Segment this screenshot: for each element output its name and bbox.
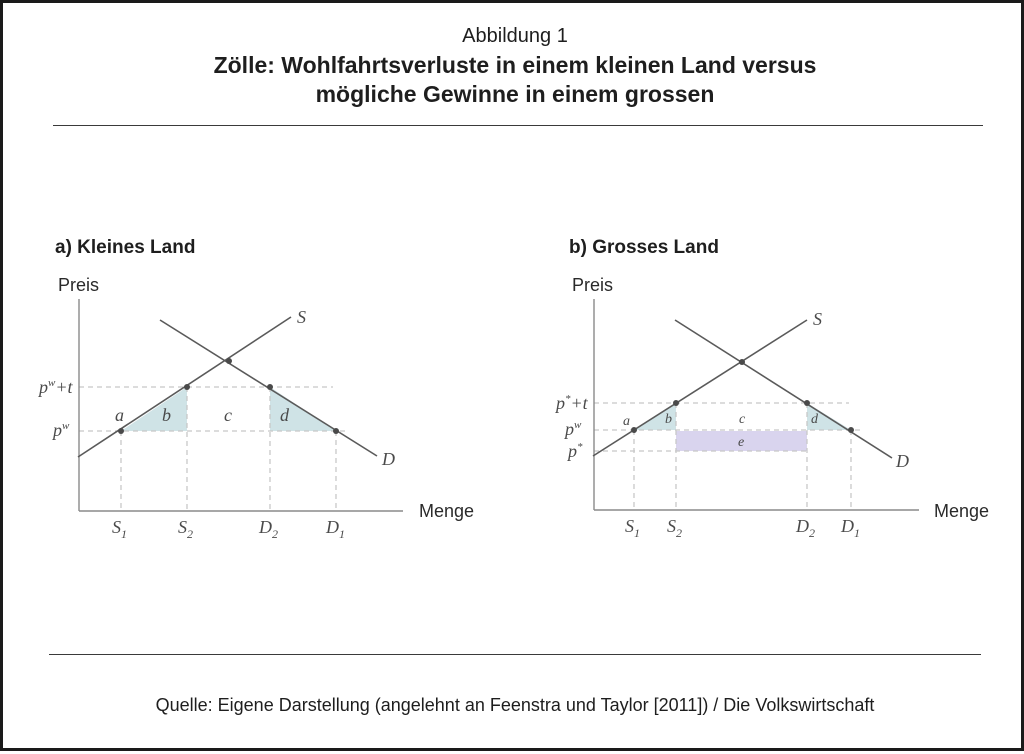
panel-b-area-label-c: c (739, 412, 746, 427)
panel-b-supply-label: S (813, 309, 822, 329)
panel-b-point-equilibrium (739, 359, 745, 365)
tariff-diagrams: a) Kleines Land Preis Menge S D (37, 237, 989, 541)
panel-b-area-e (676, 431, 807, 451)
panel-b-area-label-b: b (665, 412, 672, 427)
panel-b-point-s2 (673, 400, 679, 406)
top-divider (53, 125, 983, 126)
panel-b-quantity-label-d2: D2 (795, 516, 815, 540)
panel-b-area-label-d: d (811, 412, 819, 427)
panel-b-area-label-e: e (738, 435, 744, 450)
panel-large-country: b) Grosses Land Preis Menge (554, 237, 989, 540)
panel-a-demand-label: D (381, 449, 395, 469)
panel-a-quantity-label-s2: S2 (178, 517, 193, 541)
figure-title-line-1: Zölle: Wohlfahrtsverluste in einem klein… (213, 52, 817, 78)
panel-b-title: b) Grosses Land (569, 237, 719, 258)
panel-a-quantity-label-s1: S1 (112, 517, 127, 541)
panel-a-x-axis-name: Menge (419, 501, 474, 521)
figure-title: Zölle: Wohlfahrtsverluste in einem klein… (3, 51, 1024, 109)
panel-b-demand-curve (674, 319, 893, 459)
panel-a-point-equilibrium (226, 358, 232, 364)
panel-a-point-d1 (333, 428, 339, 434)
panel-b-point-d2 (804, 400, 810, 406)
panel-b-point-s1 (631, 427, 637, 433)
panel-a-quantity-label-d2: D2 (258, 517, 278, 541)
panel-b-price-label-tariff: p*+t (554, 393, 589, 413)
panel-b-y-axis-name: Preis (572, 275, 613, 295)
figure-label: Abbildung 1 (462, 25, 568, 47)
panel-b-x-axis-name: Menge (934, 501, 989, 521)
panel-a-point-s1 (118, 428, 124, 434)
panel-b-price-label-foreign: p* (566, 441, 583, 461)
panel-a-area-label-a: a (115, 405, 124, 425)
panel-b-point-d1 (848, 427, 854, 433)
panel-a-area-label-c: c (224, 405, 232, 425)
source-note: Quelle: Eigene Darstellung (angelehnt an… (155, 695, 875, 715)
panel-b-area-label-a: a (623, 414, 630, 429)
panel-a-area-label-d: d (280, 405, 290, 425)
panel-a-area-b (121, 387, 187, 431)
panel-a-point-s2 (184, 384, 190, 390)
panel-b-quantity-label-s2: S2 (667, 516, 682, 540)
figure-title-line-2: mögliche Gewinne in einem grossen (315, 81, 715, 107)
panel-a-supply-label: S (297, 307, 306, 327)
panel-a-area-label-b: b (162, 405, 171, 425)
panel-a-point-d2 (267, 384, 273, 390)
panel-a-price-label-tariff: pw+t (37, 377, 73, 397)
panel-a-y-axis-name: Preis (58, 275, 99, 295)
panel-a-title: a) Kleines Land (55, 237, 195, 258)
panel-b-quantity-label-d1: D1 (840, 516, 860, 540)
panel-small-country: a) Kleines Land Preis Menge S D (37, 237, 474, 541)
panel-b-supply-curve (592, 319, 808, 457)
panel-b-price-label-world: pw (563, 419, 582, 439)
panel-b-quantity-label-s1: S1 (625, 516, 640, 540)
panel-b-area-d (807, 403, 851, 430)
panel-b-demand-label: D (895, 451, 909, 471)
bottom-divider (49, 654, 981, 655)
panel-a-price-label-world: pw (51, 420, 70, 440)
panel-a-quantity-label-d1: D1 (325, 517, 345, 541)
